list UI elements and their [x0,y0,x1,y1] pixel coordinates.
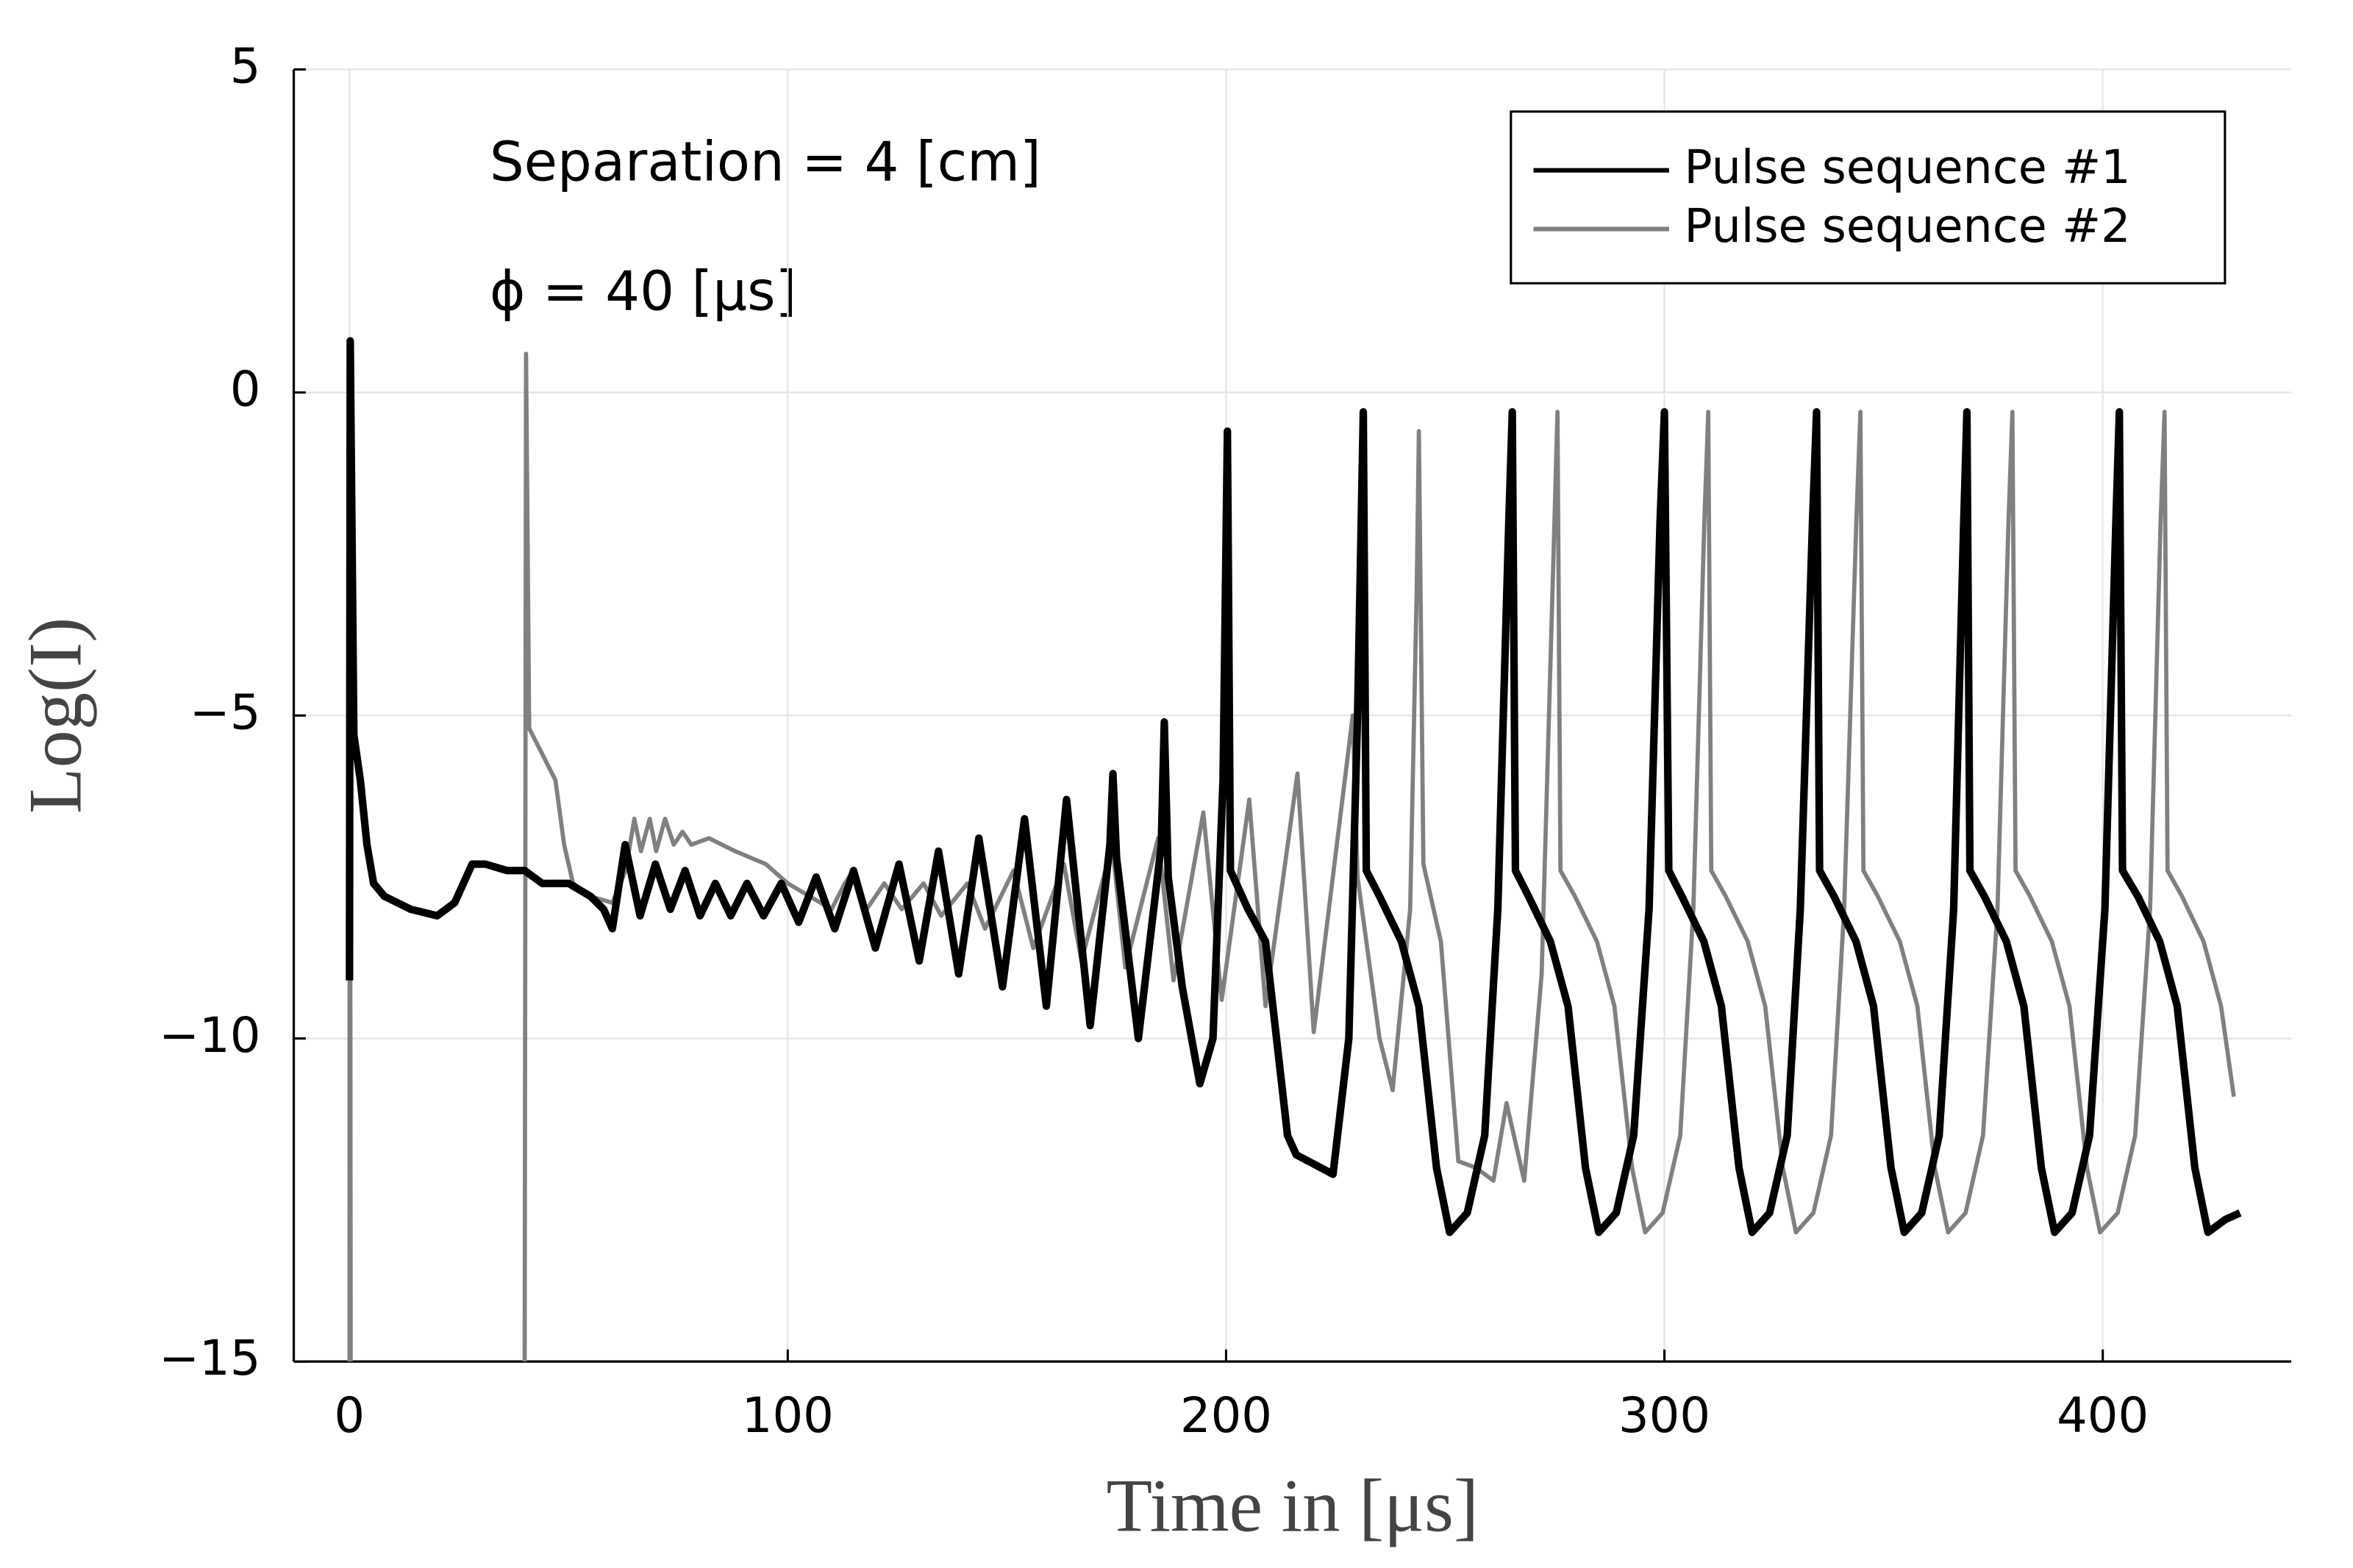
line-series [346,337,2242,1236]
x-tick-label: 400 [2057,1388,2149,1444]
x-tick-label: 100 [742,1388,834,1444]
x-tick-label: 300 [1618,1388,1710,1444]
y-tick-label: −5 [190,684,261,740]
y-tick-label: 0 [230,362,261,418]
x-tick-label: 200 [1180,1388,1272,1444]
y-tick-label: −10 [159,1008,260,1064]
y-tick-label: 5 [230,38,261,94]
legend-label: Pulse sequence #2 [1684,198,2130,253]
legend-label: Pulse sequence #1 [1684,140,2130,194]
y-axis-label: Log(I) [15,617,98,814]
annotation: Separation = 4 [cm] [490,132,1041,194]
x-tick-label: 0 [334,1388,365,1444]
legend-box [1510,110,2227,284]
y-tick-label: −15 [159,1331,260,1386]
line-series [347,338,2236,1362]
x-axis-label: Time in [μs] [1107,1465,1479,1548]
annotation: ϕ = 40 [μs] [490,261,797,323]
